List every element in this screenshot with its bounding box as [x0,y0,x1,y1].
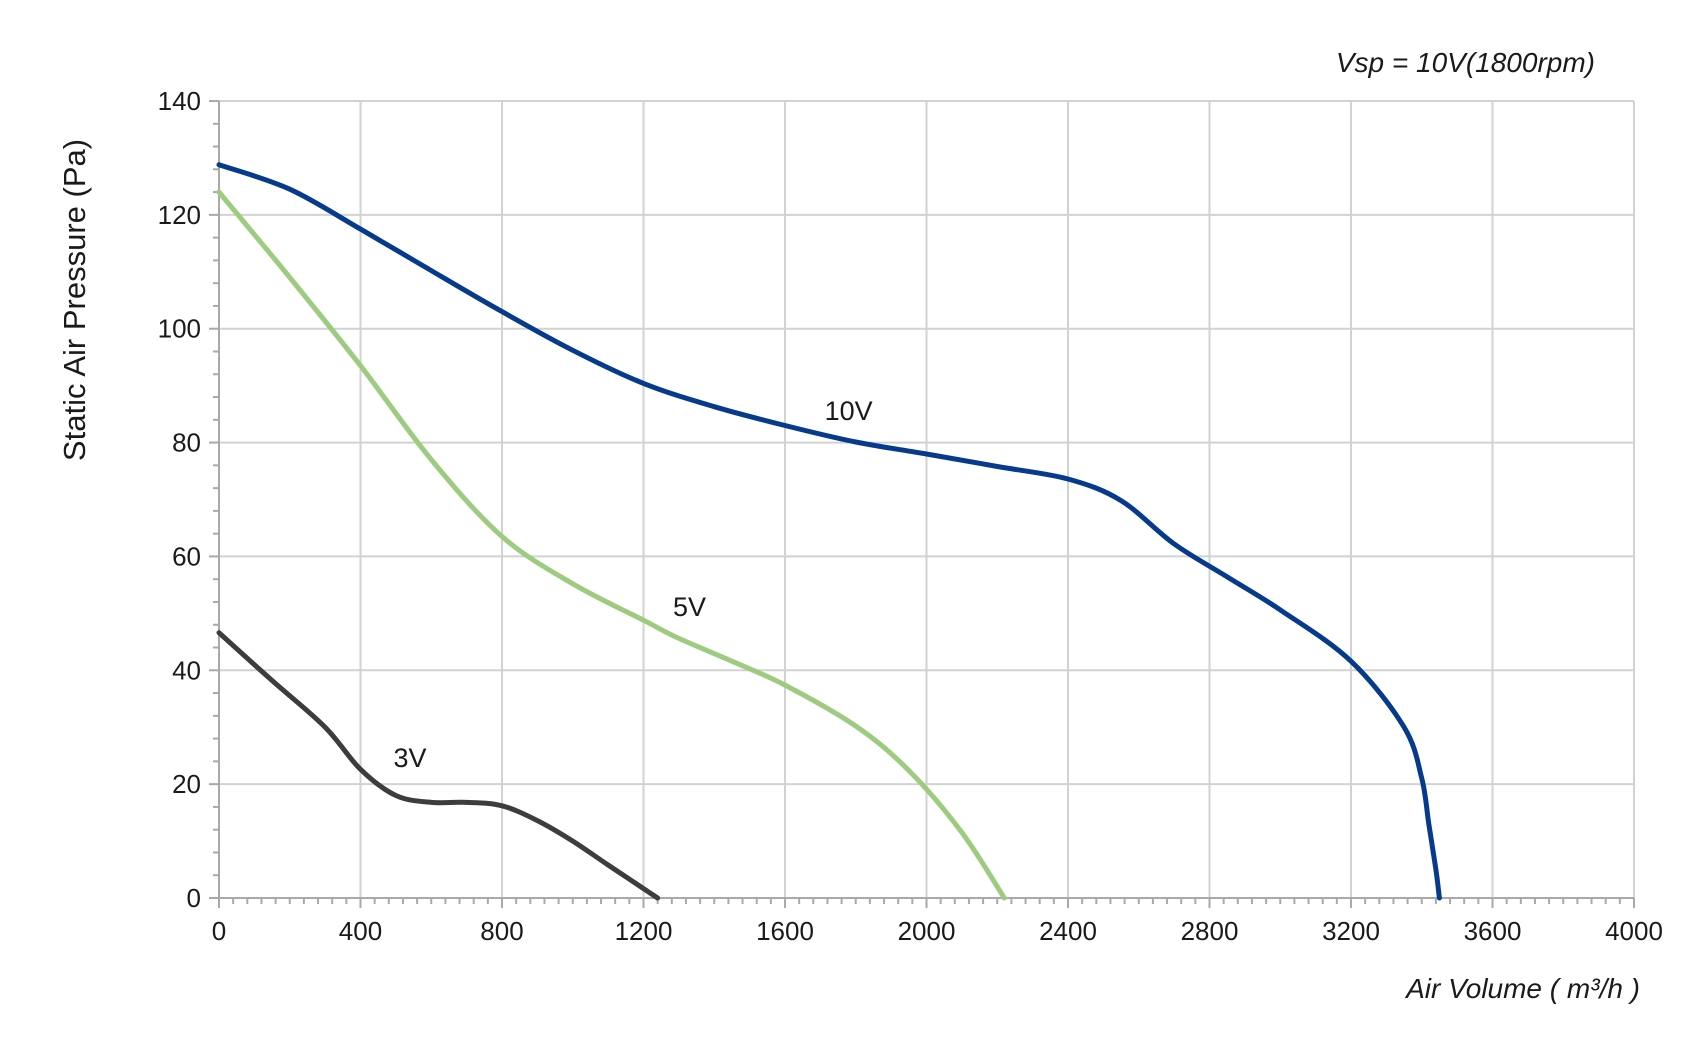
x-tick-label: 2800 [1181,916,1239,946]
x-tick-label: 400 [339,916,382,946]
y-tick-label: 20 [172,769,201,799]
y-tick-label: 80 [172,428,201,458]
series-line-5v [216,189,1007,901]
series-label-3v: 3V [394,743,427,773]
chart-annotation: Vsp = 10V(1800rpm) [1336,47,1595,78]
series-line-3v [216,630,661,901]
y-tick-label: 0 [187,883,201,913]
x-tick-label: 800 [480,916,523,946]
series-label-10v: 10V [825,396,873,426]
series-label-5v: 5V [673,592,706,622]
axes: 0 400 800 1200 1600 2000 2400 2800 3200 3600 4000 0… [158,86,1663,946]
x-axis-title: Air Volume ( m³/h ) [1404,973,1640,1004]
y-tick-label: 100 [158,314,201,344]
series-lines [216,162,1442,901]
y-tick-label: 140 [158,86,201,116]
x-tick-label: 3200 [1322,916,1380,946]
x-tick-label: 1600 [756,916,814,946]
x-tick-label: 3600 [1464,916,1522,946]
x-tick-label: 2000 [898,916,956,946]
series-labels: 10V 5V 3V [394,396,873,773]
x-tick-label: 0 [212,916,226,946]
y-tick-label: 120 [158,200,201,230]
y-tick-label: 60 [172,541,201,571]
x-tick-label: 4000 [1605,916,1663,946]
series-line-10v [216,162,1442,901]
x-tick-label: 1200 [615,916,673,946]
y-tick-label: 40 [172,655,201,685]
x-tick-label: 2400 [1039,916,1097,946]
y-axis-title: Static Air Pressure (Pa) [57,139,92,461]
